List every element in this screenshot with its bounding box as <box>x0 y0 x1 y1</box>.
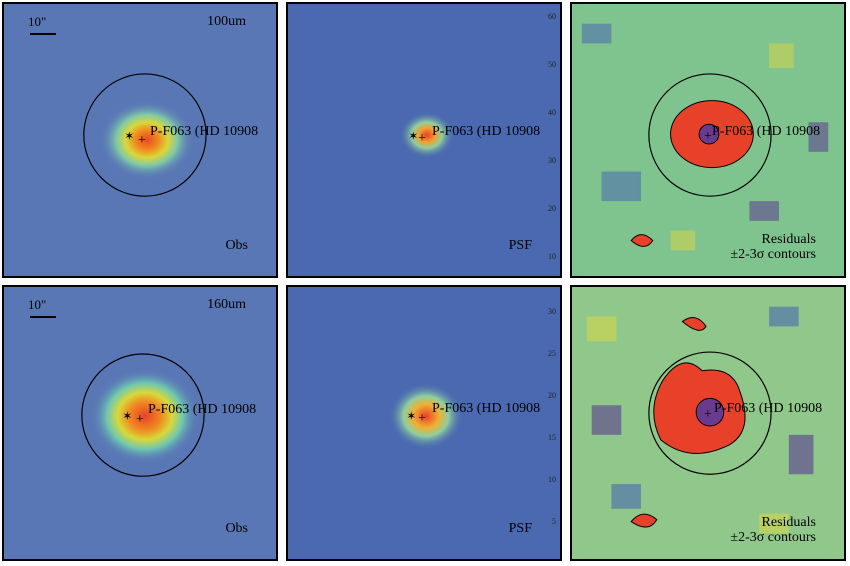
source-label: P-F063 (HD 10908 <box>148 402 257 417</box>
cross-marker: + <box>138 132 146 147</box>
residual-panel-100um: + P-F063 (HD 10908 Residuals ±2-3σ conto… <box>570 2 846 278</box>
residual-panel-160um: + P-F063 (HD 10908 Residuals ±2-3σ conto… <box>570 285 846 561</box>
cross-marker: + <box>704 128 712 143</box>
cross-marker: + <box>418 410 426 425</box>
scale-label: 10" <box>28 297 47 312</box>
panel-label-obs: Obs <box>225 238 248 253</box>
observation-map: ✶ + <box>4 4 276 276</box>
psf-panel-100um: ✶ + 60 50 40 30 20 10 P-F063 (HD 10908 P… <box>286 2 562 278</box>
panel-label-obs: Obs <box>225 521 248 536</box>
observation-map: ✶ + <box>4 287 276 559</box>
star-marker: ✶ <box>408 129 418 143</box>
psf-map: ✶ + <box>288 4 560 276</box>
source-label: P-F063 (HD 10908 <box>714 401 823 416</box>
band-label: 100um <box>207 14 246 29</box>
obs-panel-100um: ✶ + 10" 100um P-F063 (HD 10908 Obs <box>2 2 278 278</box>
panel-label-psf: PSF <box>508 521 532 536</box>
psf-panel-160um: ✶ + 30 25 20 15 10 5 P-F063 (HD 10908 PS… <box>286 285 562 561</box>
cross-marker: + <box>136 411 144 426</box>
star-marker: ✶ <box>406 409 416 423</box>
source-label: P-F063 (HD 10908 <box>432 401 541 416</box>
panel-label-residual: Residuals ±2-3σ contours <box>730 232 816 262</box>
residual-map: + <box>572 4 844 276</box>
panel-label-psf: PSF <box>508 238 532 253</box>
source-label: P-F063 (HD 10908 <box>432 124 541 139</box>
star-marker: ✶ <box>122 409 132 423</box>
panel-label-residual: Residuals ±2-3σ contours <box>730 515 816 545</box>
scale-label: 10" <box>28 14 47 29</box>
residual-map: + <box>572 287 844 559</box>
cross-marker: + <box>418 130 426 145</box>
band-label: 160um <box>207 297 246 312</box>
obs-panel-160um: ✶ + 10" 160um P-F063 (HD 10908 Obs <box>2 285 278 561</box>
source-label: P-F063 (HD 10908 <box>150 124 259 139</box>
tick-labels: 30 25 20 15 10 5 <box>548 307 556 526</box>
scale-bar <box>30 316 56 318</box>
cross-marker: + <box>704 406 712 421</box>
psf-map: ✶ + <box>288 287 560 559</box>
scale-bar <box>30 33 56 35</box>
source-label: P-F063 (HD 10908 <box>712 124 821 139</box>
star-marker: ✶ <box>124 129 134 143</box>
tick-labels: 60 50 40 30 20 10 <box>548 12 556 261</box>
